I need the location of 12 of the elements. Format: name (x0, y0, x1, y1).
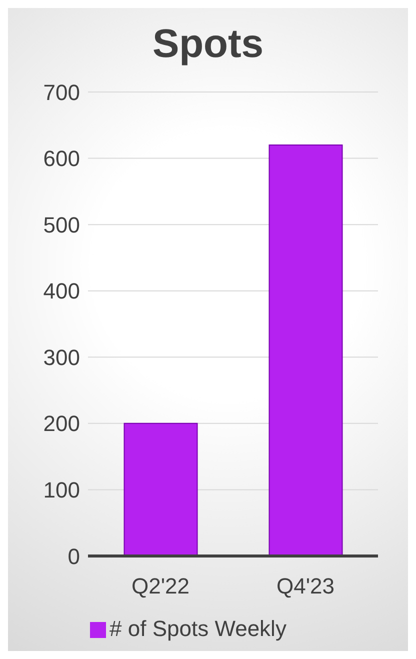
y-tick-label: 300 (43, 344, 80, 370)
y-tick-label: 400 (43, 278, 80, 304)
x-tick-label: Q4'23 (276, 574, 335, 599)
y-tick-label: 700 (43, 80, 80, 105)
chart-title: Spots (152, 22, 264, 66)
y-tick-label: 200 (43, 411, 80, 436)
legend-label: # of Spots Weekly (110, 616, 286, 641)
y-tick-label: 100 (43, 478, 80, 503)
y-tick-label: 600 (43, 146, 80, 172)
y-tick-label: 0 (68, 544, 80, 569)
x-tick-label: Q2'22 (131, 574, 190, 599)
y-tick-label: 500 (43, 212, 80, 238)
